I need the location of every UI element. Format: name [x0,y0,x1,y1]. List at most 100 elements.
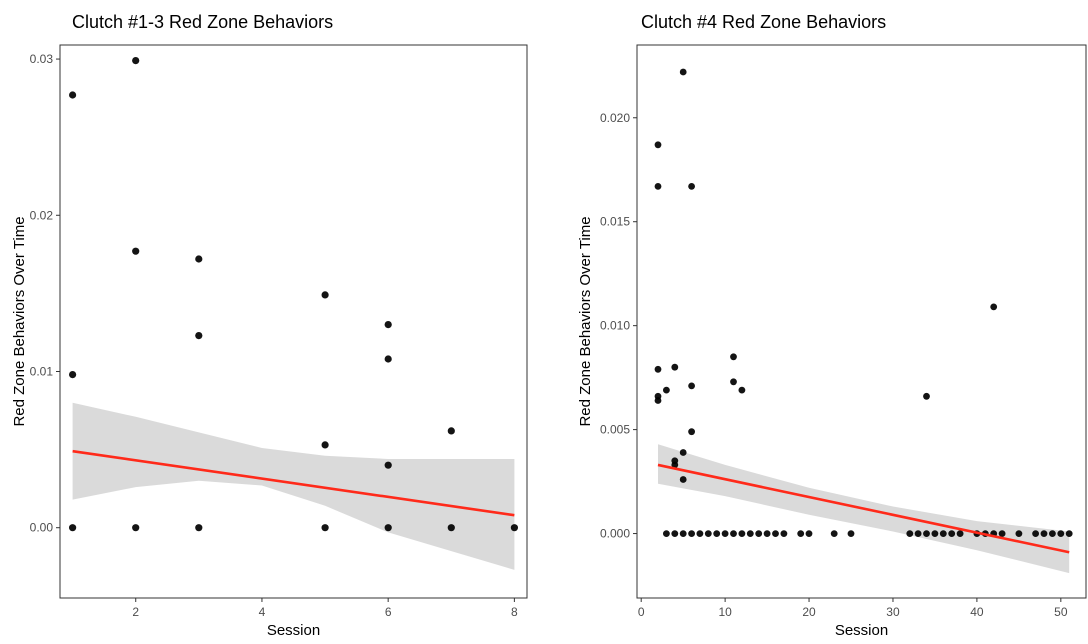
y-tick-label: 0.000 [600,527,630,541]
data-point [69,91,77,99]
data-point [654,141,662,149]
y-tick-label: 0.010 [600,319,630,333]
data-point [939,530,947,537]
data-point [847,530,855,537]
regression-line [72,449,515,517]
data-point [1015,530,1023,537]
data-point [321,441,329,449]
data-point [671,363,679,371]
data-point [679,68,687,76]
data-point [704,530,712,537]
data-point [663,530,670,537]
right-chart-panel: Clutch #4 Red Zone Behaviors 0 10 20 30 40 50 0… [577,12,1087,639]
regression-line [657,463,1070,554]
data-point [948,530,956,537]
data-point [1032,530,1039,537]
data-point [738,530,746,537]
data-point [805,530,813,537]
x-tick-label: 20 [802,605,816,619]
x-axis-label: Session [835,622,888,639]
y-axis-label: Red Zone Behaviors Over Time [577,216,594,426]
data-point [688,382,695,390]
data-point [132,524,140,532]
data-point [1049,530,1056,537]
data-point [914,530,922,537]
data-point [923,392,930,400]
data-point [1040,530,1048,537]
data-point [671,461,679,469]
data-point [998,530,1006,537]
data-point [663,386,670,394]
data-point [679,476,687,483]
data-point [730,378,737,386]
x-tick-label: 8 [511,605,518,619]
data-point [772,530,779,537]
data-point [746,530,754,537]
data-point [923,530,930,537]
data-point [679,449,687,456]
data-point [384,321,392,329]
data-point [671,530,679,537]
data-point [69,524,77,532]
confidence-band [72,402,515,570]
data-point [730,353,737,361]
data-point [654,365,662,373]
data-point [132,57,140,65]
data-point [321,291,329,299]
x-tick-label: 6 [385,605,392,619]
y-tick-label: 0.015 [600,215,630,229]
y-tick-label: 0.03 [30,52,54,66]
data-point [906,530,914,537]
data-point [688,428,695,436]
data-point [956,530,964,537]
y-tick-label: 0.01 [30,364,54,378]
data-point [755,530,763,537]
x-tick-label: 30 [886,605,900,619]
data-point [1057,530,1065,537]
data-point [384,524,392,532]
data-point [780,530,788,537]
data-point [713,530,721,537]
data-point [696,530,704,537]
y-tick-label: 0.02 [30,208,54,222]
data-point [195,255,203,263]
x-tick-label: 50 [1054,605,1068,619]
data-point [321,524,329,532]
data-point [654,183,662,190]
data-point [195,332,203,340]
x-tick-label: 4 [259,605,266,619]
data-point [384,355,392,363]
data-point [384,461,392,469]
y-axis-label: Red Zone Behaviors Over Time [11,216,28,426]
data-point [679,530,687,537]
data-point [721,530,729,537]
data-point [69,371,77,379]
data-point [654,397,662,404]
data-point [447,427,455,435]
data-point [730,530,737,537]
data-point [931,530,939,537]
y-tick-label: 0.020 [600,111,630,125]
y-tick-label: 0.00 [30,521,54,535]
data-point [132,247,140,255]
x-tick-label: 10 [718,605,732,619]
data-point [688,530,695,537]
data-point [738,386,746,394]
data-point [447,524,455,532]
data-point [763,530,771,537]
data-point [990,303,998,311]
x-tick-label: 2 [132,605,139,619]
chart-title: Clutch #1-3 Red Zone Behaviors [72,12,333,32]
data-point [195,524,203,532]
data-point [688,183,695,190]
left-chart-panel: Clutch #1-3 Red Zone Behaviors 2 4 6 8 0.00 0.… [11,12,528,639]
data-point [830,530,838,537]
x-tick-label: 0 [638,605,645,619]
chart-title: Clutch #4 Red Zone Behaviors [641,12,886,32]
x-tick-label: 40 [970,605,984,619]
y-tick-label: 0.005 [600,423,630,437]
data-point [797,530,805,537]
data-point [1065,530,1073,537]
